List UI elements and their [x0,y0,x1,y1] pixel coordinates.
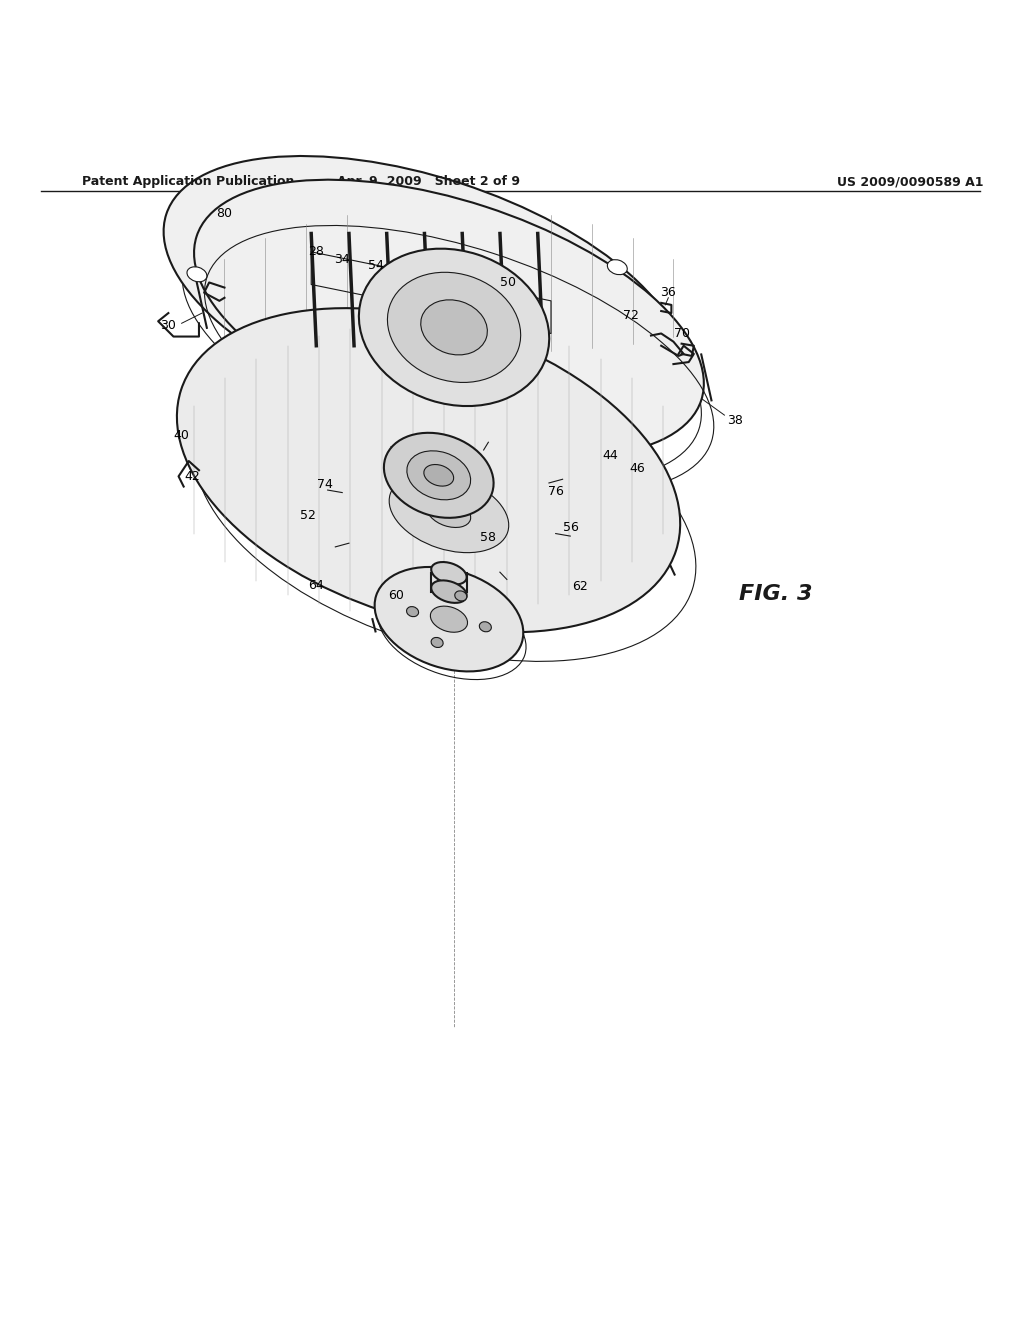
Text: 36: 36 [660,286,676,300]
Text: 56: 56 [563,521,580,533]
Ellipse shape [455,591,467,601]
Text: US 2009/0090589 A1: US 2009/0090589 A1 [837,176,983,189]
Ellipse shape [431,581,467,603]
Text: 76: 76 [548,486,564,498]
Ellipse shape [431,562,467,585]
Text: 30: 30 [161,319,176,331]
Text: 72: 72 [623,309,639,322]
Ellipse shape [387,272,520,383]
Text: 64: 64 [308,579,325,591]
Text: 28: 28 [308,246,325,259]
Ellipse shape [431,638,443,648]
Ellipse shape [340,441,558,585]
Ellipse shape [358,248,549,407]
Text: FIG. 3: FIG. 3 [738,583,812,603]
Text: 38: 38 [727,413,742,426]
Ellipse shape [421,300,487,355]
Text: 80: 80 [216,207,232,219]
Text: 42: 42 [184,470,200,483]
Text: 40: 40 [174,429,189,442]
Ellipse shape [177,308,680,632]
Text: 46: 46 [630,462,645,475]
Text: 44: 44 [602,449,618,462]
Text: 34: 34 [334,252,349,265]
Text: 74: 74 [316,478,333,491]
Ellipse shape [427,499,471,528]
Ellipse shape [407,451,471,500]
Ellipse shape [607,260,628,275]
Text: Apr. 9, 2009   Sheet 2 of 9: Apr. 9, 2009 Sheet 2 of 9 [337,176,520,189]
Ellipse shape [479,622,492,632]
Ellipse shape [164,156,683,440]
Ellipse shape [424,465,454,486]
Ellipse shape [407,607,419,616]
Ellipse shape [384,433,494,517]
Ellipse shape [430,606,468,632]
Text: 50: 50 [500,276,516,289]
Text: 52: 52 [300,508,316,521]
Text: 60: 60 [388,589,403,602]
Text: 58: 58 [479,531,496,544]
Text: 54: 54 [368,259,383,272]
Text: 70: 70 [674,327,689,341]
Text: 62: 62 [571,579,588,593]
Text: Patent Application Publication: Patent Application Publication [82,176,294,189]
Ellipse shape [187,267,207,281]
Ellipse shape [389,474,509,553]
Ellipse shape [375,568,523,672]
Ellipse shape [195,180,703,457]
